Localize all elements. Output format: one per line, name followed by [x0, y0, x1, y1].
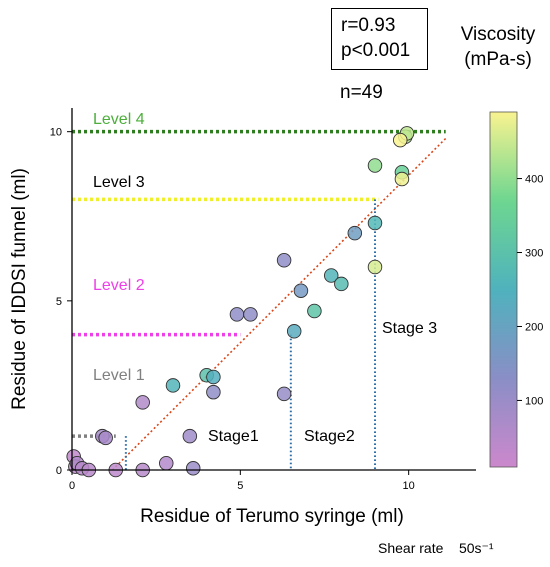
y-tick-label: 0 — [56, 465, 62, 477]
stats-box: r=0.93 p<0.001 — [331, 8, 428, 70]
data-point — [276, 386, 292, 402]
data-point — [243, 307, 258, 322]
colorbar-tick-label: 200 — [525, 321, 543, 333]
data-point — [393, 132, 408, 148]
data-point — [334, 276, 349, 292]
data-point — [367, 215, 383, 231]
shear-rate-note: Shear rate 50s⁻¹ — [378, 540, 494, 557]
stage-label: Stage 3 — [382, 320, 437, 337]
x-tick-label: 5 — [237, 480, 243, 492]
colorbar-tick-label: 100 — [525, 395, 543, 407]
data-point — [347, 225, 363, 241]
level-label: Level 2 — [93, 277, 145, 294]
data-point — [367, 259, 383, 275]
data-point — [206, 369, 221, 385]
colorbar-title-line2: (mPa-s) — [464, 49, 532, 70]
data-point — [394, 171, 410, 187]
colorbar-tick-label: 400 — [525, 174, 543, 186]
y-tick-label: 5 — [56, 296, 62, 308]
data-point — [229, 307, 245, 322]
shear-rate-label: Shear rate — [378, 540, 444, 556]
colorbar-gradient — [489, 111, 518, 468]
p-value: p<0.001 — [341, 40, 411, 61]
data-point — [307, 303, 322, 319]
x-tick-label: 0 — [69, 480, 75, 492]
stage-label: Stage2 — [304, 428, 355, 445]
data-point — [185, 461, 201, 476]
data-point — [135, 395, 150, 410]
sample-size: n=49 — [340, 82, 383, 103]
level-label: Level 4 — [93, 111, 145, 128]
r-value: r=0.93 — [341, 15, 396, 36]
data-point — [276, 252, 292, 268]
data-point — [206, 384, 221, 400]
stage-label: Stage1 — [208, 428, 259, 445]
data-point — [286, 324, 302, 339]
x-axis-title: Residue of Terumo syringe (ml) — [140, 506, 404, 527]
colorbar-title-line1: Viscosity — [460, 24, 536, 45]
y-axis-title: Residue of IDDSI funnel (ml) — [9, 168, 30, 410]
data-point — [293, 283, 309, 298]
data-point — [165, 378, 181, 393]
colorbar-title: Viscosity (mPa-s) — [446, 22, 550, 72]
data-point — [323, 268, 339, 283]
data-point — [182, 428, 198, 444]
data-point — [367, 158, 383, 173]
data-point — [159, 455, 174, 471]
level-label: Level 1 — [93, 367, 145, 384]
regression-line — [111, 137, 447, 471]
colorbar-tick-label: 300 — [525, 248, 543, 260]
shear-rate-value: 50s⁻¹ — [458, 540, 494, 556]
y-tick-label: 10 — [50, 127, 62, 139]
x-tick-label: 10 — [403, 480, 415, 492]
level-label: Level 3 — [93, 174, 145, 191]
data-point — [98, 430, 113, 446]
